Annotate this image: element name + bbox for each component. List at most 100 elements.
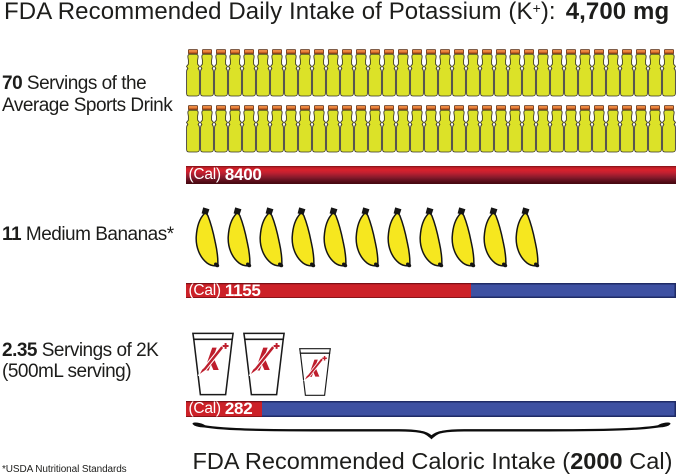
bottle-row <box>186 104 676 153</box>
banana-icon <box>419 207 444 268</box>
sports-drink-bottle-icon <box>312 49 326 97</box>
label-count: 2.35 <box>2 340 37 361</box>
calorie-bar-label: (Cal) 8400 <box>189 166 262 184</box>
sports-drink-bottle-icon <box>186 104 200 152</box>
sports-drink-bottle-icon <box>270 104 284 152</box>
sports-drink-bottle-icon <box>508 104 522 152</box>
title-text: FDA Recommended Daily Intake of Potassiu… <box>4 0 533 25</box>
row-label-2k: 2.35 Servings of 2K (500mL serving) <box>2 340 159 383</box>
sports-drink-bottle-icon <box>326 49 340 97</box>
sports-drink-bottle-icon <box>410 49 424 97</box>
cup-slot-1 <box>191 332 235 396</box>
sports-drink-bottle-icon <box>452 104 466 152</box>
sports-drink-bottle-icon <box>410 104 424 152</box>
banana-icon <box>259 207 284 268</box>
sports-drink-bottle-icon <box>368 49 382 97</box>
banana-icon <box>483 207 508 268</box>
sports-drink-bottles-pictogram <box>186 49 676 153</box>
banana-icon <box>195 207 220 268</box>
sports-drink-bottle-icon <box>242 49 256 97</box>
sports-drink-bottle-icon <box>508 49 522 97</box>
sports-drink-bottle-icon <box>284 104 298 152</box>
banana-icon <box>323 207 348 268</box>
banana-icon <box>387 207 412 268</box>
sports-drink-bottle-icon <box>214 49 228 97</box>
2k-cup-icon <box>299 348 331 396</box>
sports-drink-bottle-icon <box>396 104 410 152</box>
sports-drink-bottle-icon <box>620 104 634 152</box>
banana-icon <box>291 207 316 268</box>
sports-drink-bottle-icon <box>536 104 550 152</box>
sports-drink-bottle-icon <box>424 49 438 97</box>
page-title: FDA Recommended Daily Intake of Potassiu… <box>4 0 669 26</box>
sports-drink-bottle-icon <box>438 104 452 152</box>
sports-drink-bottle-icon <box>480 49 494 97</box>
calorie-bar-label: (Cal) 282 <box>189 401 253 417</box>
sports-drink-bottle-icon <box>592 104 606 152</box>
banana-icon <box>355 207 380 268</box>
sports-drink-bottle-icon <box>382 49 396 97</box>
axis-text-suffix: Cal) <box>622 447 673 474</box>
sports-drink-bottle-icon <box>564 49 578 97</box>
calorie-bar-red-segment <box>186 166 676 184</box>
2k-cups-pictogram <box>191 332 341 396</box>
sports-drink-bottle-icon <box>242 104 256 152</box>
sports-drink-bottle-icon <box>452 49 466 97</box>
cup-slot-2 <box>242 332 286 396</box>
brace-icon <box>192 422 671 440</box>
sports-drink-bottle-icon <box>466 49 480 97</box>
row-label-sports-drink: 70 Servings of the Average Sports Drink <box>2 73 173 116</box>
cup-slot-partial <box>298 348 332 396</box>
potassium-plus-superscript: + <box>532 0 541 16</box>
sports-drink-bottle-icon <box>354 104 368 152</box>
calorie-bar-bananas: (Cal) 1155 <box>186 283 676 298</box>
sports-drink-bottle-icon <box>620 49 634 97</box>
sports-drink-bottle-icon <box>550 104 564 152</box>
sports-drink-bottle-icon <box>592 49 606 97</box>
sports-drink-bottle-icon <box>480 104 494 152</box>
sports-drink-bottle-icon <box>424 104 438 152</box>
banana-icon <box>227 207 252 268</box>
calorie-bar-2k: (Cal) 282 <box>186 401 676 417</box>
label-text: Servings of 2K <box>36 340 159 361</box>
cal-value: 282 <box>224 401 253 417</box>
sports-drink-bottle-icon <box>200 49 214 97</box>
sports-drink-bottle-icon <box>536 49 550 97</box>
calorie-bar-red-segment <box>186 401 262 417</box>
footnote: *USDA Nutritional Standards <box>2 463 127 474</box>
sports-drink-bottle-icon <box>522 49 536 97</box>
sports-drink-bottle-icon <box>298 49 312 97</box>
bottle-row <box>186 49 676 97</box>
cal-unit: (Cal) <box>188 401 225 417</box>
label-text: Medium Bananas* <box>21 223 174 245</box>
sports-drink-bottle-icon <box>298 104 312 152</box>
label-count: 11 <box>2 223 22 245</box>
calorie-bar-red-segment <box>186 283 471 298</box>
label-text-line2: (500mL serving) <box>2 361 132 383</box>
sports-drink-bottle-icon <box>634 104 648 152</box>
sports-drink-bottle-icon <box>578 104 592 152</box>
sports-drink-bottle-icon <box>256 104 270 152</box>
row-label-bananas: 11 Medium Bananas* <box>2 224 174 245</box>
sports-drink-bottle-icon <box>466 104 480 152</box>
sports-drink-bottle-icon <box>326 104 340 152</box>
sports-drink-bottle-icon <box>354 49 368 97</box>
calorie-bar-blue-segment <box>261 401 676 417</box>
sports-drink-bottle-icon <box>382 104 396 152</box>
sports-drink-bottle-icon <box>368 104 382 152</box>
sports-drink-bottle-icon <box>200 104 214 152</box>
label-text-line2: Average Sports Drink <box>2 94 173 116</box>
sports-drink-bottle-icon <box>438 49 452 97</box>
2k-cup-icon <box>242 332 285 396</box>
sports-drink-bottle-icon <box>340 49 354 97</box>
sports-drink-bottle-icon <box>312 104 326 152</box>
title-value: 4,700 mg <box>565 0 670 25</box>
sports-drink-bottle-icon <box>256 49 270 97</box>
banana-icon <box>515 207 540 268</box>
cal-value: 8400 <box>224 166 262 184</box>
2k-cup-icon <box>192 332 234 396</box>
sports-drink-bottle-icon <box>494 49 508 97</box>
sports-drink-bottle-icon <box>648 104 662 152</box>
sports-drink-bottle-icon <box>662 104 676 152</box>
